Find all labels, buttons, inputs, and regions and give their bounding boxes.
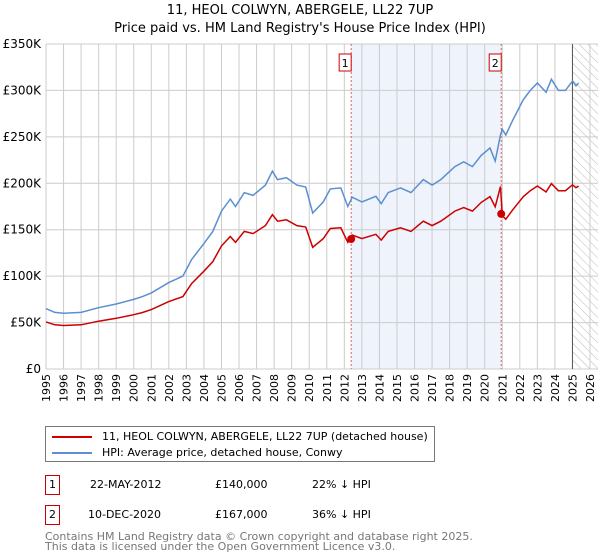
x-tick-label: 2003 <box>180 374 193 402</box>
legend: 11, HEOL COLWYN, ABERGELE, LL22 7UP (det… <box>45 426 435 462</box>
y-tick-label: £350K <box>3 37 43 51</box>
chart-title: 11, HEOL COLWYN, ABERGELE, LL22 7UP <box>166 3 434 18</box>
sale-point <box>347 235 356 243</box>
forecast-hatch <box>572 44 598 369</box>
transaction-badge: 1 <box>45 475 60 495</box>
ownership-shade <box>351 44 502 369</box>
x-tick-label: 2012 <box>338 374 351 402</box>
legend-item-hpi: HPI: Average price, detached house, Conw… <box>52 446 343 459</box>
footer-licence: This data is licensed under the Open Gov… <box>45 540 396 553</box>
x-tick-label: 2017 <box>426 374 439 402</box>
x-tick-label: 2018 <box>444 374 457 402</box>
x-tick-label: 2008 <box>268 374 281 402</box>
chart-subtitle: Price paid vs. HM Land Registry's House … <box>114 21 486 36</box>
x-tick-label: 2000 <box>128 374 141 402</box>
y-tick-label: £150K <box>3 223 43 237</box>
x-tick-label: 2013 <box>356 374 369 402</box>
x-tick-label: 2015 <box>391 374 404 402</box>
x-tick-label: 2004 <box>198 374 211 402</box>
y-tick-label: £100K <box>3 269 43 283</box>
price-chart: 1995 1996 1997 1998 1999 2000 2001 2002 2003 2004… <box>3 37 598 402</box>
event-label: 2 <box>492 57 499 70</box>
transaction-hpi-diff: 22% ↓ HPI <box>312 478 371 491</box>
x-tick-label: 2005 <box>215 374 228 402</box>
transaction-date: 22-MAY-2012 <box>90 478 162 491</box>
legend-swatch-property <box>52 435 92 438</box>
x-tick-label: 2016 <box>409 374 422 402</box>
hpi-line <box>45 77 580 315</box>
y-tick-label: £50K <box>10 316 42 330</box>
y-tick-label: £250K <box>3 130 43 144</box>
event-marker-box: 1 <box>338 53 352 72</box>
event-marker-box: 2 <box>488 53 502 72</box>
x-tick-label: 2009 <box>286 374 299 402</box>
x-tick-label: 2023 <box>531 374 544 402</box>
x-tick-label: 2021 <box>496 374 509 402</box>
x-tick-label: 2007 <box>251 374 264 402</box>
x-tick-label: 1998 <box>93 374 106 402</box>
sale-point <box>497 209 506 218</box>
x-tick-label: 2010 <box>303 374 316 402</box>
footer-copyright: Contains HM Land Registry data © Crown c… <box>45 530 473 543</box>
legend-swatch-hpi <box>52 451 92 454</box>
event-label: 1 <box>342 57 349 70</box>
x-tick-label: 2020 <box>479 374 492 402</box>
y-tick-label: £300K <box>3 83 43 97</box>
y-tick-label: £200K <box>3 176 43 190</box>
transaction-hpi-diff: 36% ↓ HPI <box>312 508 371 521</box>
legend-label-property: 11, HEOL COLWYN, ABERGELE, LL22 7UP (det… <box>102 430 428 443</box>
legend-item-property: 11, HEOL COLWYN, ABERGELE, LL22 7UP (det… <box>52 430 428 443</box>
event-box <box>338 53 352 72</box>
x-tick-label: 1995 <box>40 374 53 402</box>
x-tick-label: 2006 <box>233 374 246 402</box>
transaction-date: 10-DEC-2020 <box>88 508 162 521</box>
x-tick-label: 2002 <box>163 374 176 402</box>
x-tick-label: 2014 <box>373 374 386 402</box>
x-tick-label: 2019 <box>461 374 474 402</box>
x-tick-label: 1997 <box>75 374 88 402</box>
transaction-price: £167,000 <box>215 508 268 521</box>
transaction-price: £140,000 <box>215 478 268 491</box>
event-box <box>488 53 502 72</box>
y-tick-label: £0 <box>26 362 41 376</box>
x-tick-label: 2022 <box>514 374 527 402</box>
transaction-badge: 2 <box>45 505 60 525</box>
x-tick-label: 2001 <box>145 374 158 402</box>
x-tick-label: 1996 <box>58 374 71 402</box>
x-tick-label: 2024 <box>549 374 562 402</box>
x-tick-label: 2011 <box>321 374 334 402</box>
legend-label-hpi: HPI: Average price, detached house, Conw… <box>102 446 343 459</box>
x-tick-label: 2025 <box>566 374 579 402</box>
x-tick-label: 1999 <box>110 374 123 402</box>
x-tick-label: 2026 <box>584 374 597 402</box>
